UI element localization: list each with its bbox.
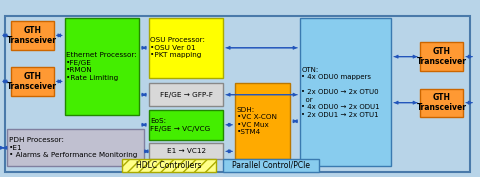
FancyBboxPatch shape bbox=[11, 67, 54, 96]
FancyBboxPatch shape bbox=[149, 143, 223, 159]
Text: OSU Processor:
•OSU Ver 01
•PKT mapping: OSU Processor: •OSU Ver 01 •PKT mapping bbox=[150, 37, 205, 58]
FancyBboxPatch shape bbox=[11, 21, 54, 50]
Text: SDH:
•VC X-CON
•VC Mux
•STM4: SDH: •VC X-CON •VC Mux •STM4 bbox=[237, 107, 276, 136]
FancyBboxPatch shape bbox=[420, 42, 463, 71]
Text: OTN:
• 4x ODU0 mappers

• 2x ODU0 → 2x OTU0
  or
• 4x ODU0 → 2x ODU1
• 2x ODU1 →: OTN: • 4x ODU0 mappers • 2x ODU0 → 2x OT… bbox=[301, 67, 380, 118]
FancyBboxPatch shape bbox=[420, 88, 463, 117]
Text: GTH
Transceiver: GTH Transceiver bbox=[417, 93, 467, 112]
Text: GTH
Transceiver: GTH Transceiver bbox=[7, 72, 57, 91]
Text: Parallel Control/PCIe: Parallel Control/PCIe bbox=[232, 161, 310, 170]
FancyBboxPatch shape bbox=[300, 18, 391, 166]
Text: GTH
Transceiver: GTH Transceiver bbox=[417, 47, 467, 66]
Text: EoS:
FE/GE → VC/VCG: EoS: FE/GE → VC/VCG bbox=[150, 118, 211, 132]
FancyBboxPatch shape bbox=[65, 18, 139, 115]
Text: GTH
Transceiver: GTH Transceiver bbox=[7, 26, 57, 45]
FancyBboxPatch shape bbox=[149, 18, 223, 78]
Text: PDH Processor:
•E1
• Alarms & Performance Monitoring: PDH Processor: •E1 • Alarms & Performanc… bbox=[9, 137, 137, 158]
FancyBboxPatch shape bbox=[235, 83, 290, 159]
Text: Ethernet Processor:
•FE/GE
•RMON
•Rate Limiting: Ethernet Processor: •FE/GE •RMON •Rate L… bbox=[66, 52, 137, 81]
FancyBboxPatch shape bbox=[149, 110, 223, 140]
Text: HDLC Controllers: HDLC Controllers bbox=[136, 161, 202, 170]
Text: E1 → VC12: E1 → VC12 bbox=[167, 148, 206, 154]
FancyBboxPatch shape bbox=[149, 83, 223, 106]
FancyBboxPatch shape bbox=[7, 129, 144, 166]
FancyBboxPatch shape bbox=[122, 159, 216, 172]
FancyBboxPatch shape bbox=[223, 159, 319, 172]
Text: FE/GE → GFP-F: FE/GE → GFP-F bbox=[160, 92, 213, 98]
